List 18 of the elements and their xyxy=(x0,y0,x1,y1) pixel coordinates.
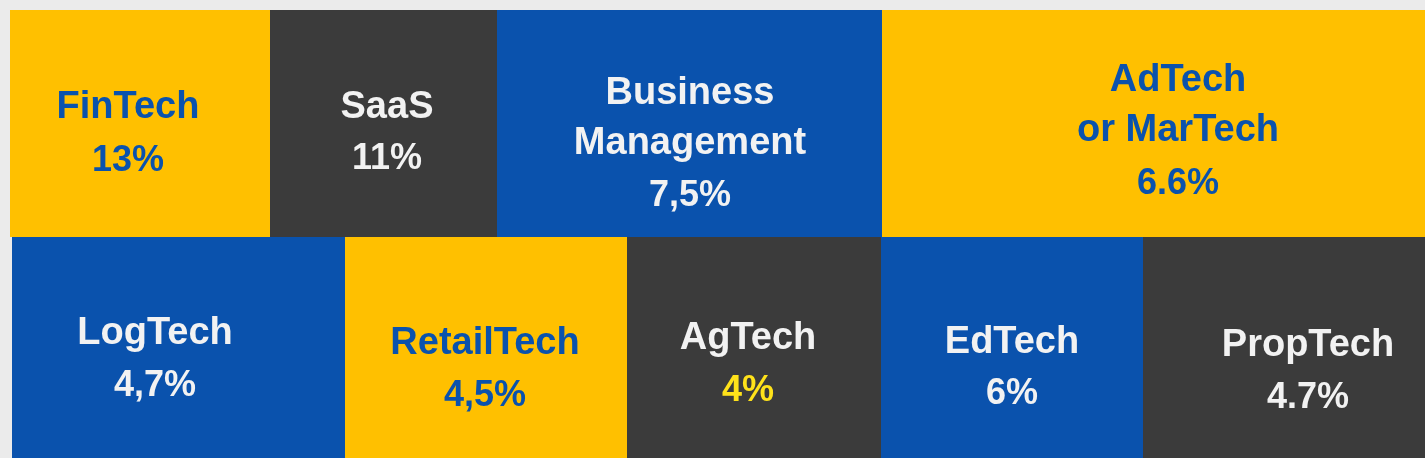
data-label: 11% xyxy=(351,136,423,177)
data-label: 13% xyxy=(91,138,165,179)
category-label: LogTech xyxy=(77,310,233,352)
category-label: Business Management xyxy=(573,70,807,162)
data-label: 6.6% xyxy=(1136,161,1220,202)
category-label: EdTech xyxy=(944,319,1080,361)
category-label: AdTech or MarTech xyxy=(1076,57,1280,149)
category-label: PropTech xyxy=(1221,322,1395,364)
category-label: AgTech xyxy=(679,315,817,357)
data-label: 7,5% xyxy=(648,173,732,214)
data-label: 4,5% xyxy=(443,373,527,414)
data-label: 6% xyxy=(985,371,1039,412)
data-label: 4% xyxy=(721,368,775,409)
category-label: RetailTech xyxy=(390,320,580,362)
category-label: FinTech xyxy=(56,84,200,126)
category-label: SaaS xyxy=(340,84,434,126)
data-label: 4,7% xyxy=(113,363,197,404)
data-label: 4.7% xyxy=(1266,375,1350,416)
